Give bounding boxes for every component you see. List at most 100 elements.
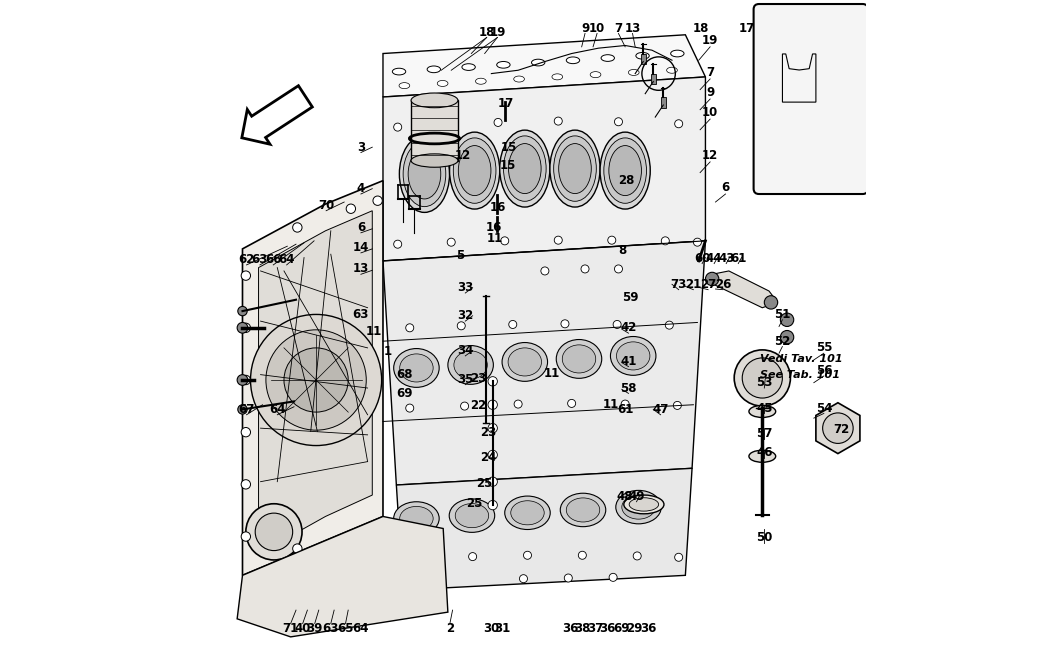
Ellipse shape [400, 354, 433, 382]
Text: 11: 11 [487, 231, 503, 245]
Text: 53: 53 [756, 376, 773, 389]
Ellipse shape [508, 144, 541, 193]
Ellipse shape [455, 504, 489, 528]
Circle shape [561, 320, 569, 328]
Ellipse shape [532, 60, 545, 66]
Circle shape [614, 118, 623, 126]
Text: 8: 8 [619, 244, 626, 258]
Ellipse shape [550, 130, 601, 207]
Text: 10: 10 [702, 106, 719, 119]
Circle shape [241, 323, 251, 332]
Circle shape [523, 551, 532, 559]
Circle shape [448, 238, 455, 246]
Text: 69: 69 [613, 622, 629, 636]
Ellipse shape [454, 351, 487, 379]
Text: 15: 15 [500, 159, 517, 173]
Text: 18: 18 [693, 21, 709, 35]
Polygon shape [383, 241, 706, 485]
Circle shape [554, 236, 562, 244]
Ellipse shape [667, 68, 677, 74]
Text: 13: 13 [353, 262, 369, 276]
Circle shape [488, 377, 497, 386]
Circle shape [237, 322, 248, 333]
Circle shape [488, 450, 497, 460]
Text: 41: 41 [621, 355, 637, 368]
Ellipse shape [408, 149, 441, 199]
Text: 19: 19 [702, 33, 719, 47]
Ellipse shape [496, 62, 510, 68]
Text: 23: 23 [479, 425, 496, 439]
Ellipse shape [749, 450, 776, 462]
Text: 72: 72 [833, 423, 849, 436]
Ellipse shape [610, 337, 656, 375]
Ellipse shape [615, 490, 661, 524]
Circle shape [440, 120, 449, 128]
Text: 56: 56 [815, 364, 832, 377]
Ellipse shape [671, 50, 684, 57]
Ellipse shape [400, 136, 450, 213]
Ellipse shape [462, 64, 475, 70]
Circle shape [661, 237, 670, 245]
Circle shape [251, 314, 382, 446]
Circle shape [780, 313, 794, 326]
Text: 34: 34 [457, 344, 473, 357]
Text: 25: 25 [467, 496, 483, 510]
Ellipse shape [453, 138, 496, 203]
Circle shape [665, 321, 673, 329]
Ellipse shape [567, 57, 579, 64]
Circle shape [541, 267, 549, 275]
Ellipse shape [392, 68, 406, 75]
Circle shape [564, 574, 572, 582]
Text: 23: 23 [470, 372, 486, 385]
Circle shape [742, 358, 782, 398]
Text: 25: 25 [476, 476, 493, 490]
Ellipse shape [601, 55, 614, 62]
Text: 70: 70 [318, 199, 334, 212]
Ellipse shape [504, 136, 546, 201]
Text: 55: 55 [815, 341, 832, 355]
Text: 21: 21 [686, 278, 702, 291]
FancyBboxPatch shape [754, 4, 868, 194]
Text: 58: 58 [620, 381, 637, 395]
Ellipse shape [590, 72, 601, 78]
Text: 10: 10 [589, 21, 605, 35]
Text: 33: 33 [457, 281, 473, 294]
Polygon shape [383, 77, 706, 261]
Ellipse shape [559, 144, 591, 193]
Ellipse shape [450, 132, 500, 209]
Text: 46: 46 [756, 446, 773, 459]
Circle shape [347, 204, 355, 213]
Ellipse shape [399, 83, 409, 89]
Text: 11: 11 [603, 397, 620, 411]
Circle shape [414, 555, 422, 563]
Ellipse shape [636, 52, 649, 59]
Ellipse shape [604, 138, 646, 203]
Circle shape [238, 306, 248, 316]
Text: 37: 37 [588, 622, 604, 636]
Circle shape [488, 500, 497, 510]
Ellipse shape [400, 506, 433, 531]
Text: 3: 3 [357, 140, 365, 154]
Circle shape [693, 238, 702, 246]
Text: 26: 26 [714, 278, 731, 291]
Circle shape [581, 265, 589, 273]
Circle shape [568, 399, 576, 407]
Ellipse shape [560, 493, 606, 527]
Circle shape [393, 240, 402, 248]
Text: 15: 15 [501, 140, 517, 154]
Ellipse shape [450, 499, 494, 533]
Circle shape [621, 400, 629, 408]
Ellipse shape [508, 348, 541, 376]
Ellipse shape [393, 502, 439, 535]
Circle shape [675, 553, 682, 561]
Circle shape [284, 348, 349, 412]
Text: 35: 35 [457, 373, 473, 386]
Text: Vedi Tav. 101: Vedi Tav. 101 [760, 354, 843, 363]
Polygon shape [396, 468, 692, 590]
Text: 16: 16 [490, 201, 506, 214]
Circle shape [246, 504, 302, 560]
Circle shape [237, 375, 248, 385]
Text: 29: 29 [626, 622, 643, 636]
Text: 36: 36 [600, 622, 615, 636]
Text: 6: 6 [357, 221, 365, 234]
